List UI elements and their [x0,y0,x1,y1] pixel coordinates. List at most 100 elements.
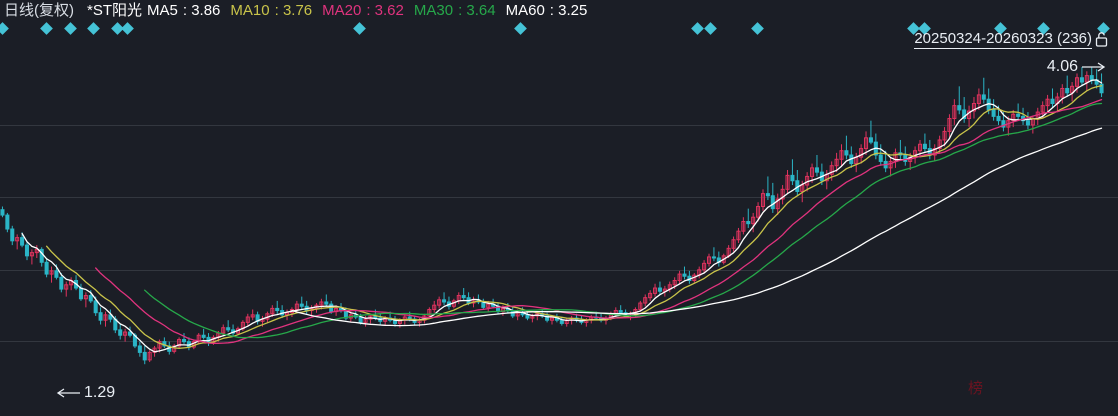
candle-body-down [1050,98,1055,104]
candle-body-down [118,329,123,336]
ma20-legend[interactable]: MA20: 3.62 [322,2,404,19]
candle-body-down [814,167,819,173]
candle-body-up [864,137,869,150]
candle-body-up [15,237,20,242]
candle-body-up [947,118,952,132]
candle-body-up [677,273,682,282]
candle-body-up [736,230,741,241]
candle-body-up [1084,75,1089,83]
candle-body-down [618,310,623,314]
candlestick-plot[interactable] [0,22,1118,416]
candle-body-up [1040,105,1045,113]
candle-body-up [549,317,555,321]
candle-body-down [299,303,304,307]
candle-body-up [834,158,839,167]
symbol-label[interactable]: *ST阳光 [87,2,143,19]
candle-body-up [123,331,128,336]
candle-body-up [785,174,790,190]
candle-body-down [991,109,996,117]
candle-body-down [128,331,133,336]
candle-body-down [275,307,280,312]
ma30-label: MA30 [413,2,454,19]
candle-body-up [942,130,947,141]
candle-body-down [108,314,113,320]
candle-body-down [996,115,1001,122]
candle-body-up [756,205,761,218]
candle-body-up [29,252,34,257]
candle-body-down [358,316,363,323]
chart-canvas [0,67,1118,365]
price-low-value: 1.29 [84,384,116,401]
candle-body-down [226,327,231,331]
candle-body-up [775,198,780,210]
candle-body-down [1065,87,1070,94]
candle-body-up [780,188,785,200]
candle-body-down [981,94,986,100]
moving-average-layer [21,79,1103,353]
candle-body-down [461,295,466,299]
candle-body-up [486,303,491,308]
candle-body-up [147,351,152,361]
candle-body-down [922,143,927,150]
candle-body-down [1016,113,1021,117]
candle-body-up [976,94,981,104]
ma60-legend[interactable]: MA60: 3.25 [505,2,588,19]
ma5-legend[interactable]: MA5: 3.86 [147,2,221,19]
date-range-label[interactable]: 20250324-20260323 (236) [914,30,1092,49]
candle-body-up [319,301,324,306]
candle-body-down [868,137,873,143]
candle-body-up [932,148,937,156]
candle-body-up [221,327,226,334]
candle-body-up [952,105,957,120]
candle-body-down [20,237,25,246]
candle-body-up [1074,77,1080,87]
candle-body-up [839,150,844,160]
candle-body-down [903,154,908,162]
ma30-legend[interactable]: MA30: 3.64 [413,2,496,19]
date-range-tag[interactable]: 20250324-20260323 (236) [914,30,1108,49]
period-label[interactable]: 日线(复权) [4,2,74,19]
candle-body-up [760,193,766,207]
ma10-label: MA10 [230,2,270,19]
candle-body-down [1001,120,1006,128]
ma10-line [45,85,1103,349]
candle-body-down [1089,75,1094,81]
candle-body-down [711,256,716,259]
candle-body-up [702,262,707,271]
candle-body-up [917,143,923,152]
candle-body-up [648,292,653,299]
candle-body-down [844,150,849,156]
candle-body-down [1079,77,1084,83]
candle-body-up [250,314,255,318]
candle-body-down [1099,83,1104,94]
candle-body-down [93,300,98,314]
candle-body-down [545,315,550,321]
candle-body-up [363,318,368,323]
ma10-legend[interactable]: MA10: 3.76 [230,2,313,19]
ma20-line [95,98,1103,345]
candle-body-up [270,307,275,315]
candle-body-down [98,312,103,321]
candle-body-up [672,280,677,286]
candle-body-down [10,228,15,242]
candle-body-down [5,214,10,230]
candle-body-down [181,339,187,343]
candle-body-up [245,316,250,323]
ma60-line [291,127,1103,327]
price-low-callout: 1.29 [56,384,115,402]
candle-body-up [937,139,942,150]
ma30-line [144,102,1103,339]
candle-body-up [1060,87,1065,98]
lock-icon[interactable] [1095,32,1108,47]
candle-body-up [751,216,756,225]
candle-body-up [103,314,108,321]
candle-body-down [770,195,775,210]
candle-body-down [746,221,751,225]
ma5-line [21,79,1103,353]
candle-body-down [54,270,59,278]
candle-body-down [657,287,662,292]
price-high-callout: 4.06 [1047,58,1106,76]
candle-body-up [437,299,442,306]
candle-body-down [142,351,147,361]
